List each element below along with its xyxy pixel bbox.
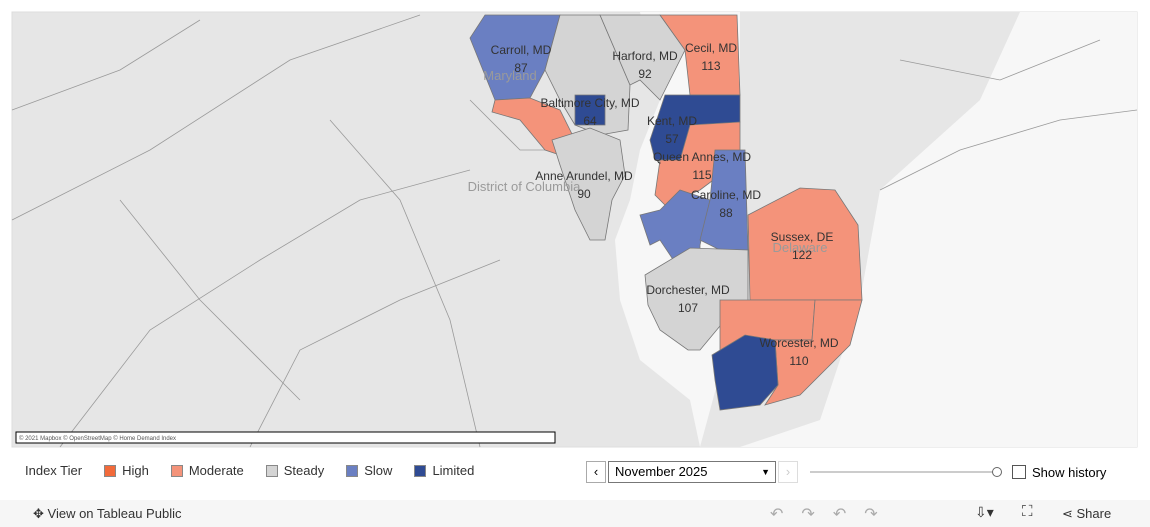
map: Maryland District of Columbia Delaware C… (11, 11, 1138, 448)
region-name: Baltimore City, MD (540, 96, 639, 110)
region-name: Worcester, MD (759, 336, 838, 350)
legend-label: Slow (364, 463, 393, 478)
region-name: Kent, MD (647, 114, 697, 128)
region-name: Caroline, MD (691, 188, 761, 202)
region-value: 92 (638, 67, 652, 81)
legend-label: Moderate (188, 463, 244, 478)
slider[interactable] (810, 467, 1002, 477)
counties (469, 14, 863, 411)
next-button[interactable]: › (778, 461, 798, 483)
region-name: Harford, MD (612, 49, 678, 63)
region-value: 115 (692, 168, 711, 182)
prev-button[interactable]: ‹ (586, 461, 606, 483)
history-toggle[interactable]: Show history (1012, 461, 1106, 483)
legend-swatch (414, 464, 427, 477)
region-value: 110 (789, 354, 808, 368)
region-name: Sussex, DE (771, 230, 834, 244)
region-name: Anne Arundel, MD (535, 169, 633, 183)
region-value: 90 (577, 187, 591, 201)
legend-item[interactable]: Limited (414, 463, 474, 478)
legend-swatch (104, 464, 117, 477)
period-value: November 2025 (615, 464, 708, 479)
region-name: Queen Annes, MD (653, 150, 751, 164)
region-value: 87 (514, 61, 528, 75)
legend-label: High (122, 463, 149, 478)
history-label: Show history (1032, 464, 1107, 480)
county (574, 94, 606, 126)
legend-title: Index Tier (25, 463, 83, 478)
view-link[interactable]: ✥ View on Tableau Public (33, 506, 182, 521)
county (764, 299, 863, 406)
legend-item[interactable]: Moderate (170, 463, 244, 478)
region-value: 64 (583, 114, 597, 128)
region-name: Carroll, MD (491, 43, 552, 57)
history-buttons: ↶↷↶↷ (770, 506, 896, 523)
legend-label: Steady (283, 463, 325, 478)
legend: Index Tier High Moderate Steady Slow Limited (25, 463, 474, 478)
legend-label: Limited (432, 463, 475, 478)
legend-item[interactable]: High (104, 463, 149, 478)
region-value: 88 (719, 206, 733, 220)
place-label: District of Columbia (468, 179, 581, 194)
share-button[interactable]: ⋖ Share (1062, 506, 1112, 521)
view-link-text: View on Tableau Public (47, 506, 182, 521)
legend-item[interactable]: Slow (346, 463, 392, 478)
legend-swatch (346, 464, 359, 477)
share-text: Share (1076, 506, 1112, 521)
download-button[interactable]: ⇩▾ (975, 504, 994, 520)
county (644, 247, 749, 351)
place-label: Delaware (773, 240, 828, 255)
region-value: 57 (665, 132, 679, 146)
attribution: © 2021 Mapbox © OpenStreetMap © Home Dem… (19, 435, 176, 442)
attribution-box (15, 431, 556, 444)
county (551, 127, 626, 241)
place-label: Maryland (483, 68, 536, 83)
period-control: ‹ November 2025 ▼ › Show history (586, 461, 1106, 483)
region-name: Cecil, MD (685, 41, 737, 55)
toolbar: ✥ View on Tableau Public ↶↷↶↷ ⇩▾ ⛶ ⋖ Sha… (0, 500, 1150, 527)
county-borders (11, 14, 1138, 448)
region-value: 107 (678, 301, 698, 315)
county (711, 334, 779, 411)
legend-swatch (265, 464, 278, 477)
fullscreen-button[interactable]: ⛶ (1022, 503, 1033, 520)
legend-item[interactable]: Steady (265, 463, 325, 478)
region-value: 122 (792, 248, 812, 262)
region-name: Dorchester, MD (646, 283, 730, 297)
legend-swatch (170, 464, 183, 477)
region-value: 113 (701, 59, 720, 73)
period-dropdown[interactable]: November 2025 ▼ (608, 461, 776, 483)
